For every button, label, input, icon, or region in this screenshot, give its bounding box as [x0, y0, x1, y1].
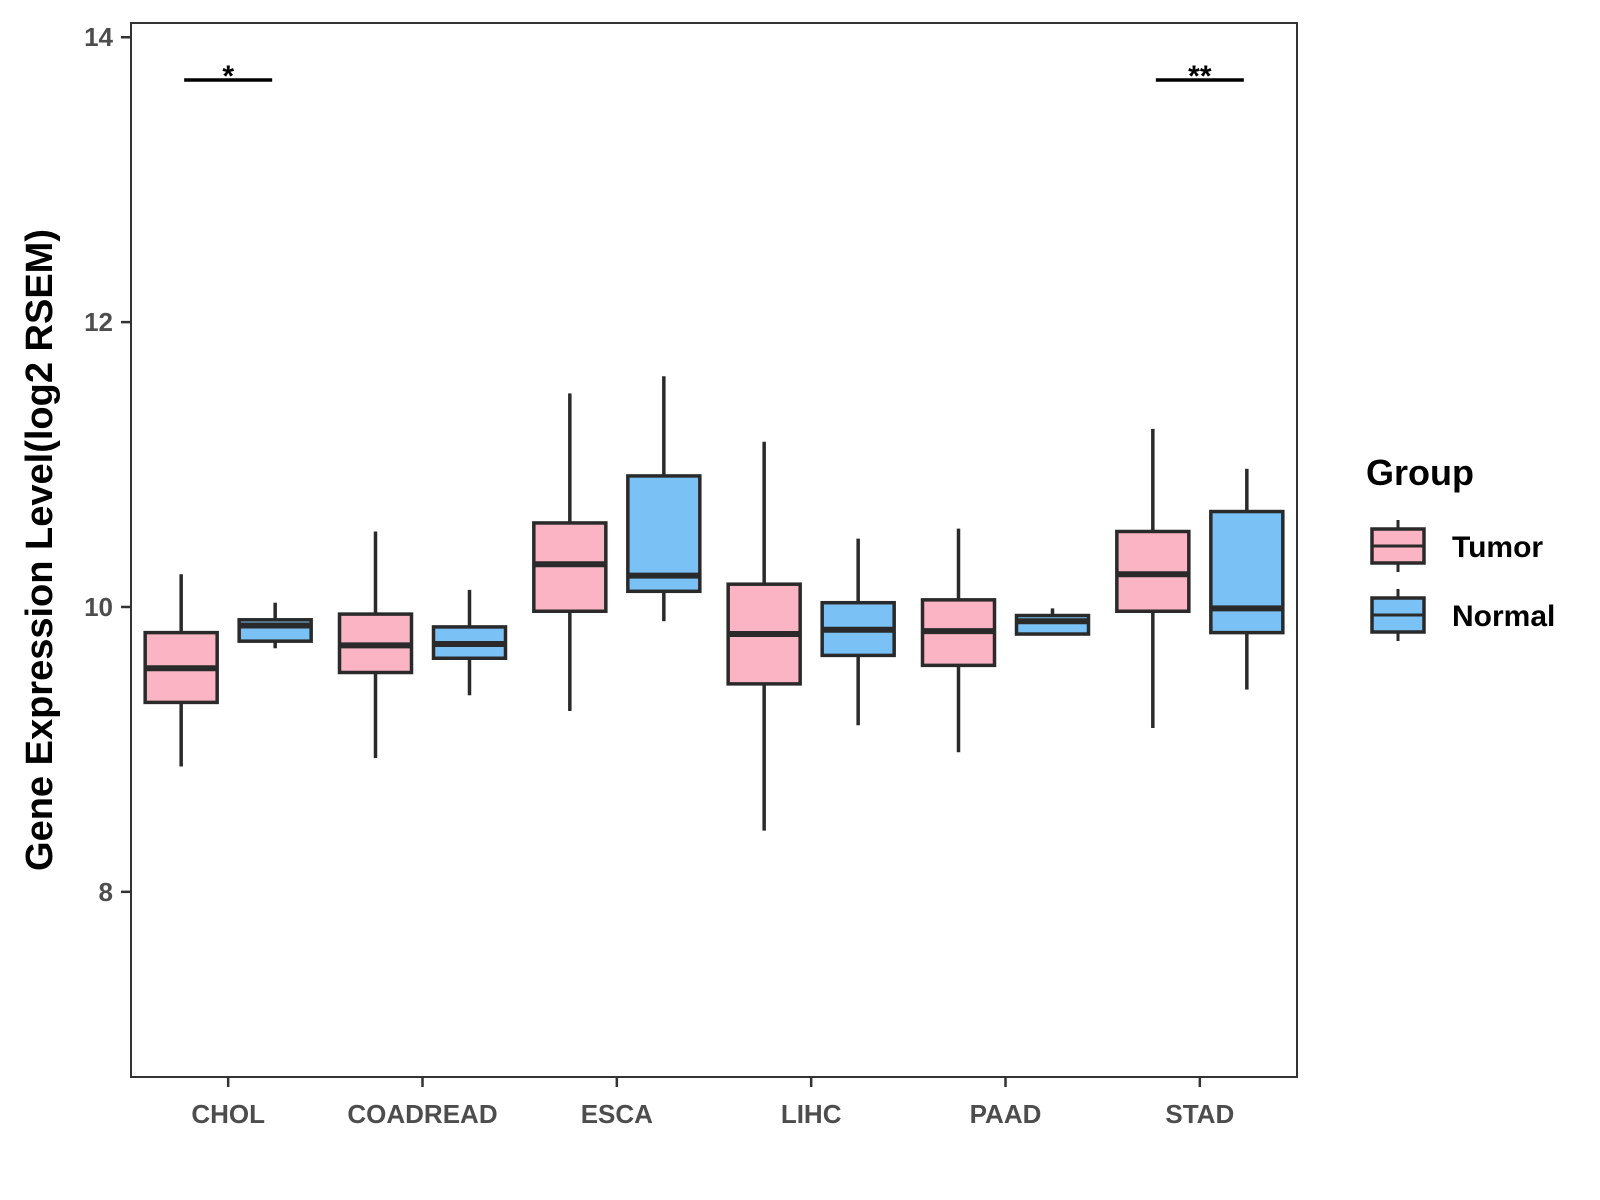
box-normal-stad	[1209, 468, 1285, 690]
legend-entry-normal: Normal	[1370, 589, 1555, 641]
legend-label: Normal	[1452, 600, 1555, 633]
plot-panel-border	[130, 22, 1298, 1078]
box-body	[1209, 509, 1285, 635]
y-tick-label: 8	[99, 877, 113, 907]
x-tick-label: ESCA	[581, 1099, 653, 1129]
significance-label: **	[1188, 60, 1212, 93]
box-normal-paad	[1014, 608, 1091, 636]
legend: Group Tumor Normal	[1366, 452, 1555, 641]
y-tick-label: 10	[84, 592, 113, 622]
box-tumor-coadread	[337, 531, 414, 758]
axes-layer: 8 10 12 14 CHOL COADREAD ESCA LIHC PAAD STAD	[84, 22, 1234, 1129]
significance-label: *	[222, 60, 234, 93]
box-tumor-lihc	[726, 441, 802, 831]
box-normal-chol	[237, 602, 313, 649]
box-body	[626, 474, 702, 594]
x-tick-label: CHOL	[191, 1099, 265, 1129]
box-normal-coadread	[431, 589, 508, 696]
legend-label: Tumor	[1452, 531, 1543, 564]
x-tick-label: PAAD	[970, 1099, 1042, 1129]
box-tumor-chol	[143, 574, 219, 767]
legend-entry-tumor: Tumor	[1370, 520, 1543, 572]
box-tumor-paad	[920, 528, 997, 753]
box-tumor-stad	[1115, 428, 1191, 729]
significance-stad: **	[1155, 60, 1244, 93]
plot-layer: * **	[143, 60, 1285, 831]
significance-chol: *	[184, 60, 273, 93]
box-normal-esca	[626, 376, 702, 622]
box-normal-lihc	[820, 538, 896, 726]
x-tick-label: LIHC	[781, 1099, 842, 1129]
y-tick-label: 12	[84, 307, 113, 337]
y-tick-label: 14	[84, 22, 113, 52]
y-axis-title: Gene Expression Level(log2 RSEM)	[19, 229, 61, 871]
x-tick-label: COADREAD	[347, 1099, 497, 1129]
box-tumor-esca	[532, 393, 608, 711]
x-tick-label: STAD	[1165, 1099, 1234, 1129]
legend-title: Group	[1366, 452, 1474, 493]
